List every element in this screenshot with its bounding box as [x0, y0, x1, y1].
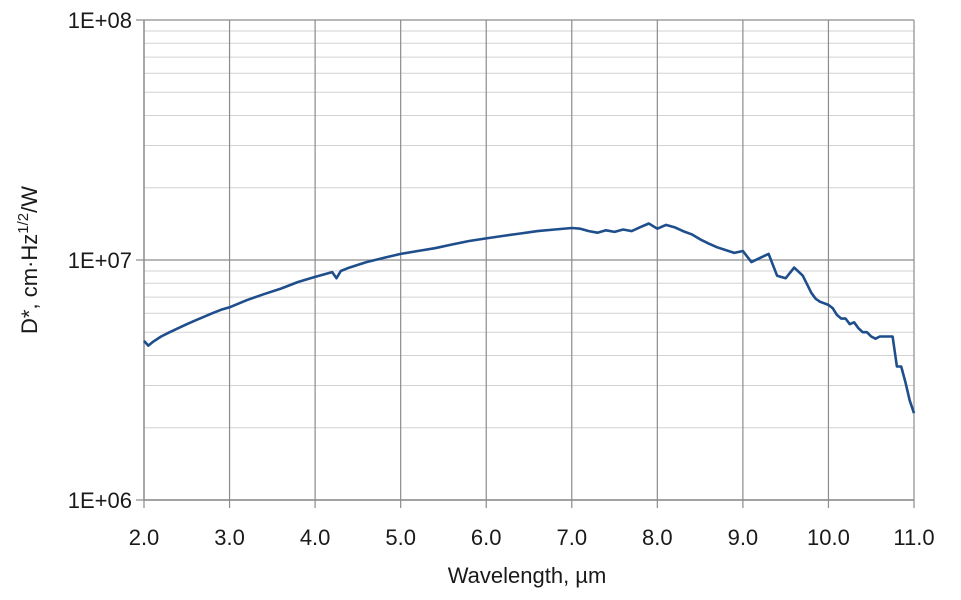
- x-tick-label: 6.0: [471, 525, 502, 550]
- y-axis-title-suffix: /W: [17, 186, 42, 213]
- detectivity-series-line: [143, 222, 916, 414]
- y-tick-label: 1E+08: [68, 8, 132, 33]
- x-tick-label: 2.0: [129, 525, 160, 550]
- x-tick-label: 3.0: [214, 525, 245, 550]
- y-axis-title-prefix: D*, cm·Hz: [17, 234, 42, 334]
- x-tick-label: 5.0: [385, 525, 416, 550]
- x-tick-label: 7.0: [556, 525, 587, 550]
- y-tick-label: 1E+07: [68, 248, 132, 273]
- y-tick-labels: 1E+06 1E+07 1E+08: [68, 8, 132, 513]
- x-tick-labels: 2.0 3.0 4.0 5.0 6.0 7.0 8.0 9.0 10.0 11.0: [129, 525, 935, 550]
- y-tick-label: 1E+06: [68, 488, 132, 513]
- minor-grid: [144, 30, 914, 429]
- major-grid: [136, 19, 915, 508]
- plot-area: [143, 222, 916, 414]
- x-axis-title: Wavelength, µm: [448, 563, 607, 588]
- y-axis-title: D*, cm·Hz1/2/W: [15, 186, 42, 334]
- y-axis-title-superscript: 1/2: [15, 213, 32, 234]
- x-tick-label: 9.0: [728, 525, 759, 550]
- x-tick-label: 8.0: [642, 525, 673, 550]
- axes: [143, 20, 914, 501]
- x-tick-label: 11.0: [893, 525, 934, 550]
- x-tick-label: 4.0: [300, 525, 331, 550]
- x-tick-label: 10.0: [807, 525, 850, 550]
